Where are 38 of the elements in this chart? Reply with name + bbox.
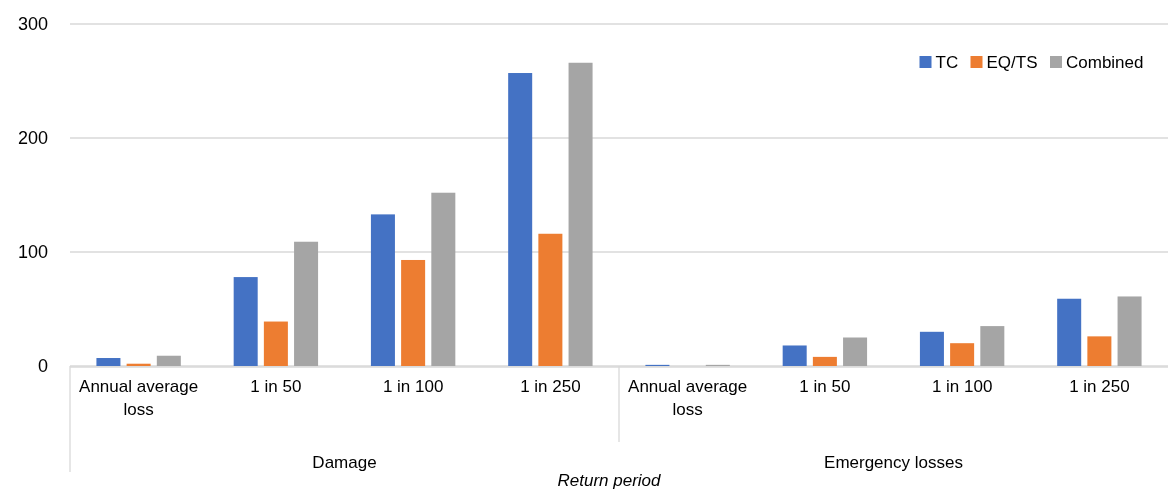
bar bbox=[233, 277, 258, 366]
bar bbox=[263, 321, 288, 366]
x-tick-label: 1 in 50 bbox=[250, 377, 302, 396]
text: Damage bbox=[312, 453, 377, 472]
legend-label: TC bbox=[935, 52, 959, 72]
bar bbox=[538, 233, 563, 366]
bar bbox=[1117, 296, 1142, 366]
bar bbox=[843, 337, 868, 366]
x-tick-label: Annual average loss bbox=[79, 377, 199, 419]
x-tick-label: 1 in 50 bbox=[799, 377, 851, 396]
x-tick-label: 1 in 100 bbox=[931, 377, 993, 396]
bar bbox=[1057, 298, 1082, 366]
bar bbox=[401, 259, 426, 366]
y-tick-label: 300 bbox=[17, 14, 48, 35]
text: Emergency losses bbox=[824, 453, 963, 472]
legend-label: Combined bbox=[1066, 52, 1144, 72]
bar bbox=[782, 345, 807, 366]
x-tick-label: 1 in 100 bbox=[382, 377, 444, 396]
legend-label: EQ/TS bbox=[986, 52, 1038, 72]
y-tick-label: 100 bbox=[17, 242, 48, 263]
bar bbox=[370, 214, 395, 366]
bar bbox=[980, 326, 1005, 366]
x-axis-title: Return period bbox=[557, 471, 662, 490]
bar bbox=[96, 358, 121, 366]
y-tick-label: 0 bbox=[37, 356, 48, 377]
y-tick-label: 200 bbox=[17, 128, 48, 149]
bar bbox=[919, 331, 944, 366]
bar bbox=[508, 73, 533, 366]
bar bbox=[156, 355, 181, 366]
x-tick-label: 1 in 250 bbox=[520, 377, 581, 396]
x-tick-label: 1 in 250 bbox=[1069, 377, 1130, 396]
bar bbox=[812, 356, 837, 366]
bar bbox=[294, 241, 319, 366]
bar bbox=[568, 62, 593, 366]
bar bbox=[1087, 336, 1112, 366]
bar bbox=[950, 343, 975, 366]
bar bbox=[431, 192, 456, 366]
x-tick-label: Annual average loss bbox=[628, 377, 748, 419]
